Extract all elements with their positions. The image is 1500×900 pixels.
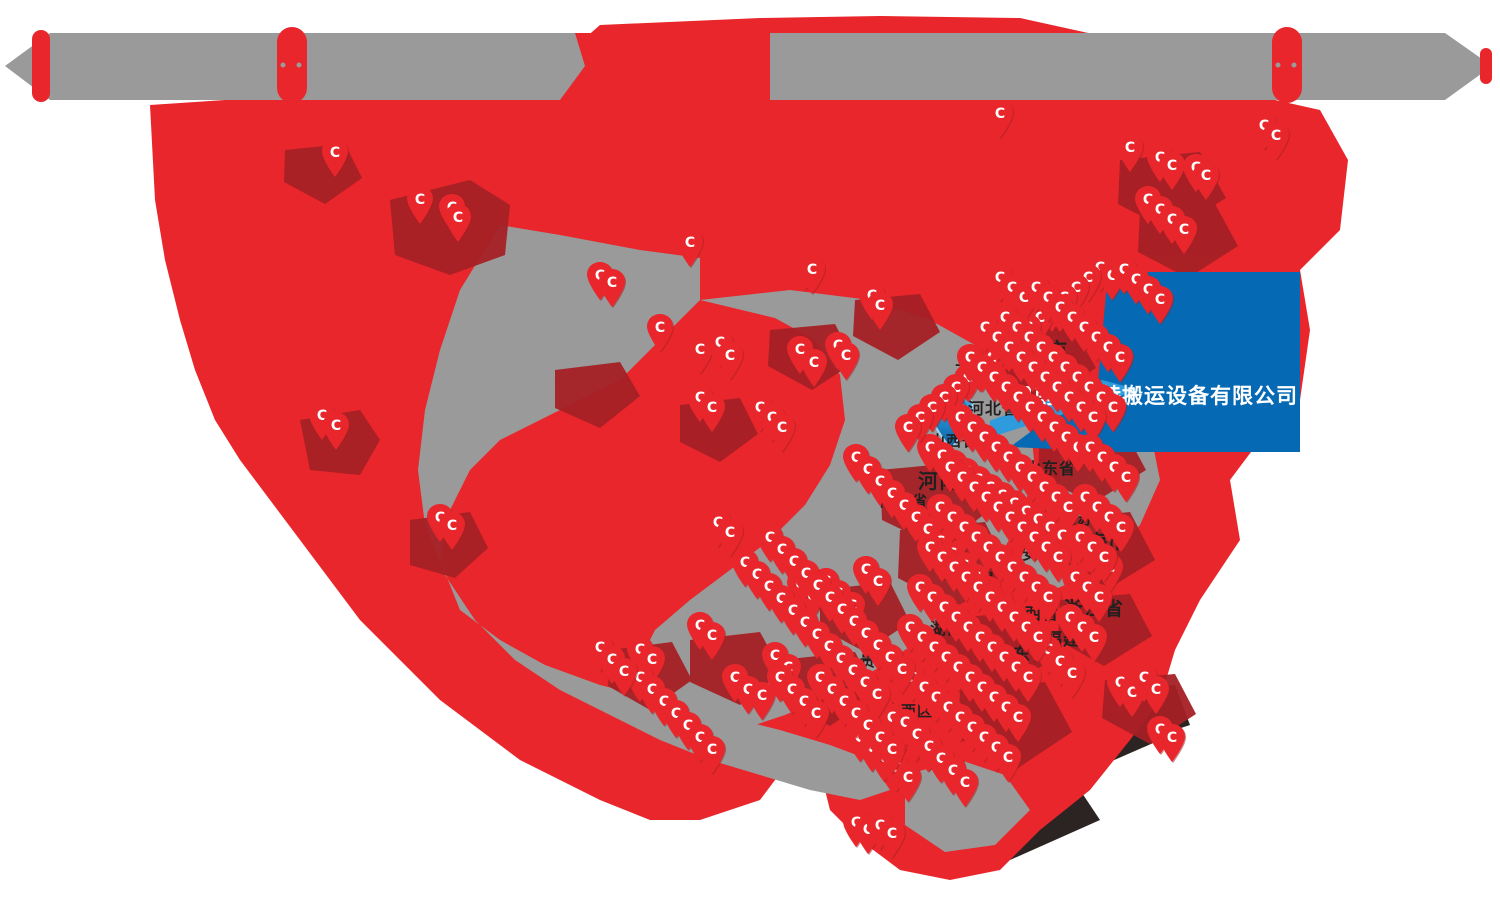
province-label: 浙江省 [1064,598,1125,620]
province-label: 安徽省 [1022,544,1074,563]
province-label: 山东省 [1025,459,1077,478]
province-label: 广西区 [885,702,934,720]
province-label: 贵州省 [860,652,909,670]
province-label: 山西省 [930,432,979,450]
province-label: 福建省 [1045,630,1099,650]
province-label: 河北省 [968,399,1020,418]
callout-body [1010,272,1300,452]
province-label: 上海市 [1068,531,1129,553]
province-label: 天津市 [1008,339,1069,361]
province-label: 江苏省 [1060,509,1112,528]
province-label: 湖南省 [930,619,982,638]
province-label: 江西省 [1008,604,1060,623]
banner-marker-pins [32,27,1492,103]
callout-company-name: 河南帕菲特搬运设备有限公司 [1012,384,1298,408]
province-label: 陕西省 [880,492,929,510]
province-label: 北京市 [955,359,1007,378]
province-label: 广东省 [995,645,1049,665]
top-banner-bar [5,33,1492,100]
province-label: 四川省 [790,592,839,610]
province-label: 湖北省 [945,564,997,583]
